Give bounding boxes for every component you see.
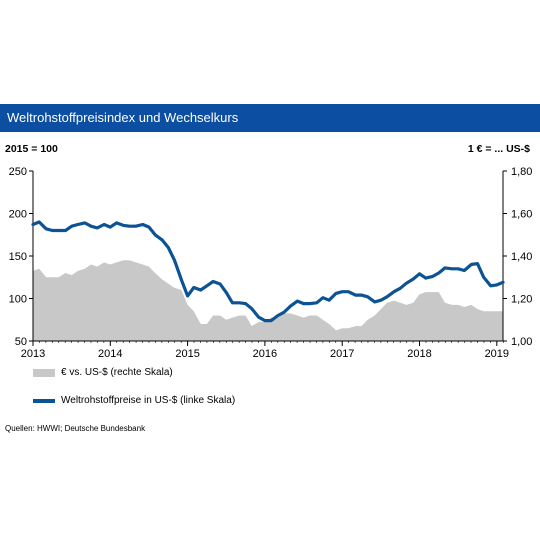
legend-label-area: € vs. US-$ (rechte Skala) — [61, 367, 173, 378]
legend-swatch-area — [33, 368, 55, 377]
legend-item-line: Weltrohstoffpreise in US-$ (linke Skala) — [33, 395, 235, 406]
right-tick-label: 1,60 — [511, 209, 532, 221]
left-tick-label: 150 — [9, 251, 27, 263]
left-tick-label: 250 — [9, 166, 27, 178]
left-axis-unit: 2015 = 100 — [5, 143, 58, 155]
source-note: Quellen: HWWI; Deutsche Bundesbank — [5, 424, 146, 433]
legend-label-line: Weltrohstoffpreise in US-$ (linke Skala) — [61, 395, 236, 406]
left-tick-label: 200 — [9, 209, 27, 221]
legend-swatch-line — [33, 398, 55, 403]
chart-title: Weltrohstoffpreisindex und Wechselkurs — [7, 110, 239, 125]
area-series-eur-usd — [33, 260, 503, 341]
x-tick-label: 2014 — [98, 348, 122, 360]
x-tick-label: 2015 — [175, 348, 199, 360]
left-tick-label: 100 — [9, 294, 27, 306]
x-tick-label: 2013 — [21, 348, 45, 360]
x-tick-label: 2016 — [253, 348, 277, 360]
right-tick-label: 1,20 — [511, 294, 532, 306]
line-series-commodity-prices — [31, 220, 505, 323]
legend-item-area: € vs. US-$ (rechte Skala) — [33, 367, 173, 378]
x-tick-label: 2017 — [330, 348, 354, 360]
chart-header-bar: Weltrohstoffpreisindex und Wechselkurs — [0, 104, 540, 132]
right-tick-label: 1,40 — [511, 251, 532, 263]
chart-plot: 50 100 150 200 250 1,00 1,20 1,40 1,60 1,80 2013 20… — [9, 166, 533, 360]
right-tick-label: 1,00 — [511, 336, 532, 348]
x-tick-label: 2018 — [407, 348, 431, 360]
right-tick-label: 1,80 — [511, 166, 532, 178]
left-tick-label: 50 — [15, 336, 27, 348]
right-axis-unit: 1 € = ... US-$ — [467, 143, 530, 155]
x-tick-label: 2019 — [485, 348, 509, 360]
